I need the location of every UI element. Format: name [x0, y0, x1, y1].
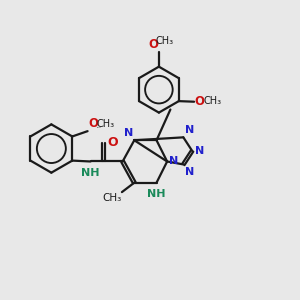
Text: N: N [185, 167, 194, 177]
Text: O: O [88, 117, 98, 130]
Text: NH: NH [81, 168, 99, 178]
Text: NH: NH [147, 189, 166, 199]
Text: CH₃: CH₃ [102, 193, 121, 203]
Text: CH₃: CH₃ [96, 118, 115, 128]
Text: N: N [124, 128, 133, 138]
Text: N: N [185, 125, 194, 135]
Text: methyl: methyl [97, 127, 102, 128]
Text: N: N [195, 146, 204, 156]
Text: O: O [107, 136, 118, 149]
Text: N: N [169, 156, 178, 166]
Text: CH₃: CH₃ [203, 96, 222, 106]
Text: O: O [195, 95, 205, 108]
Text: CH₃: CH₃ [155, 36, 173, 46]
Text: O: O [148, 38, 158, 51]
